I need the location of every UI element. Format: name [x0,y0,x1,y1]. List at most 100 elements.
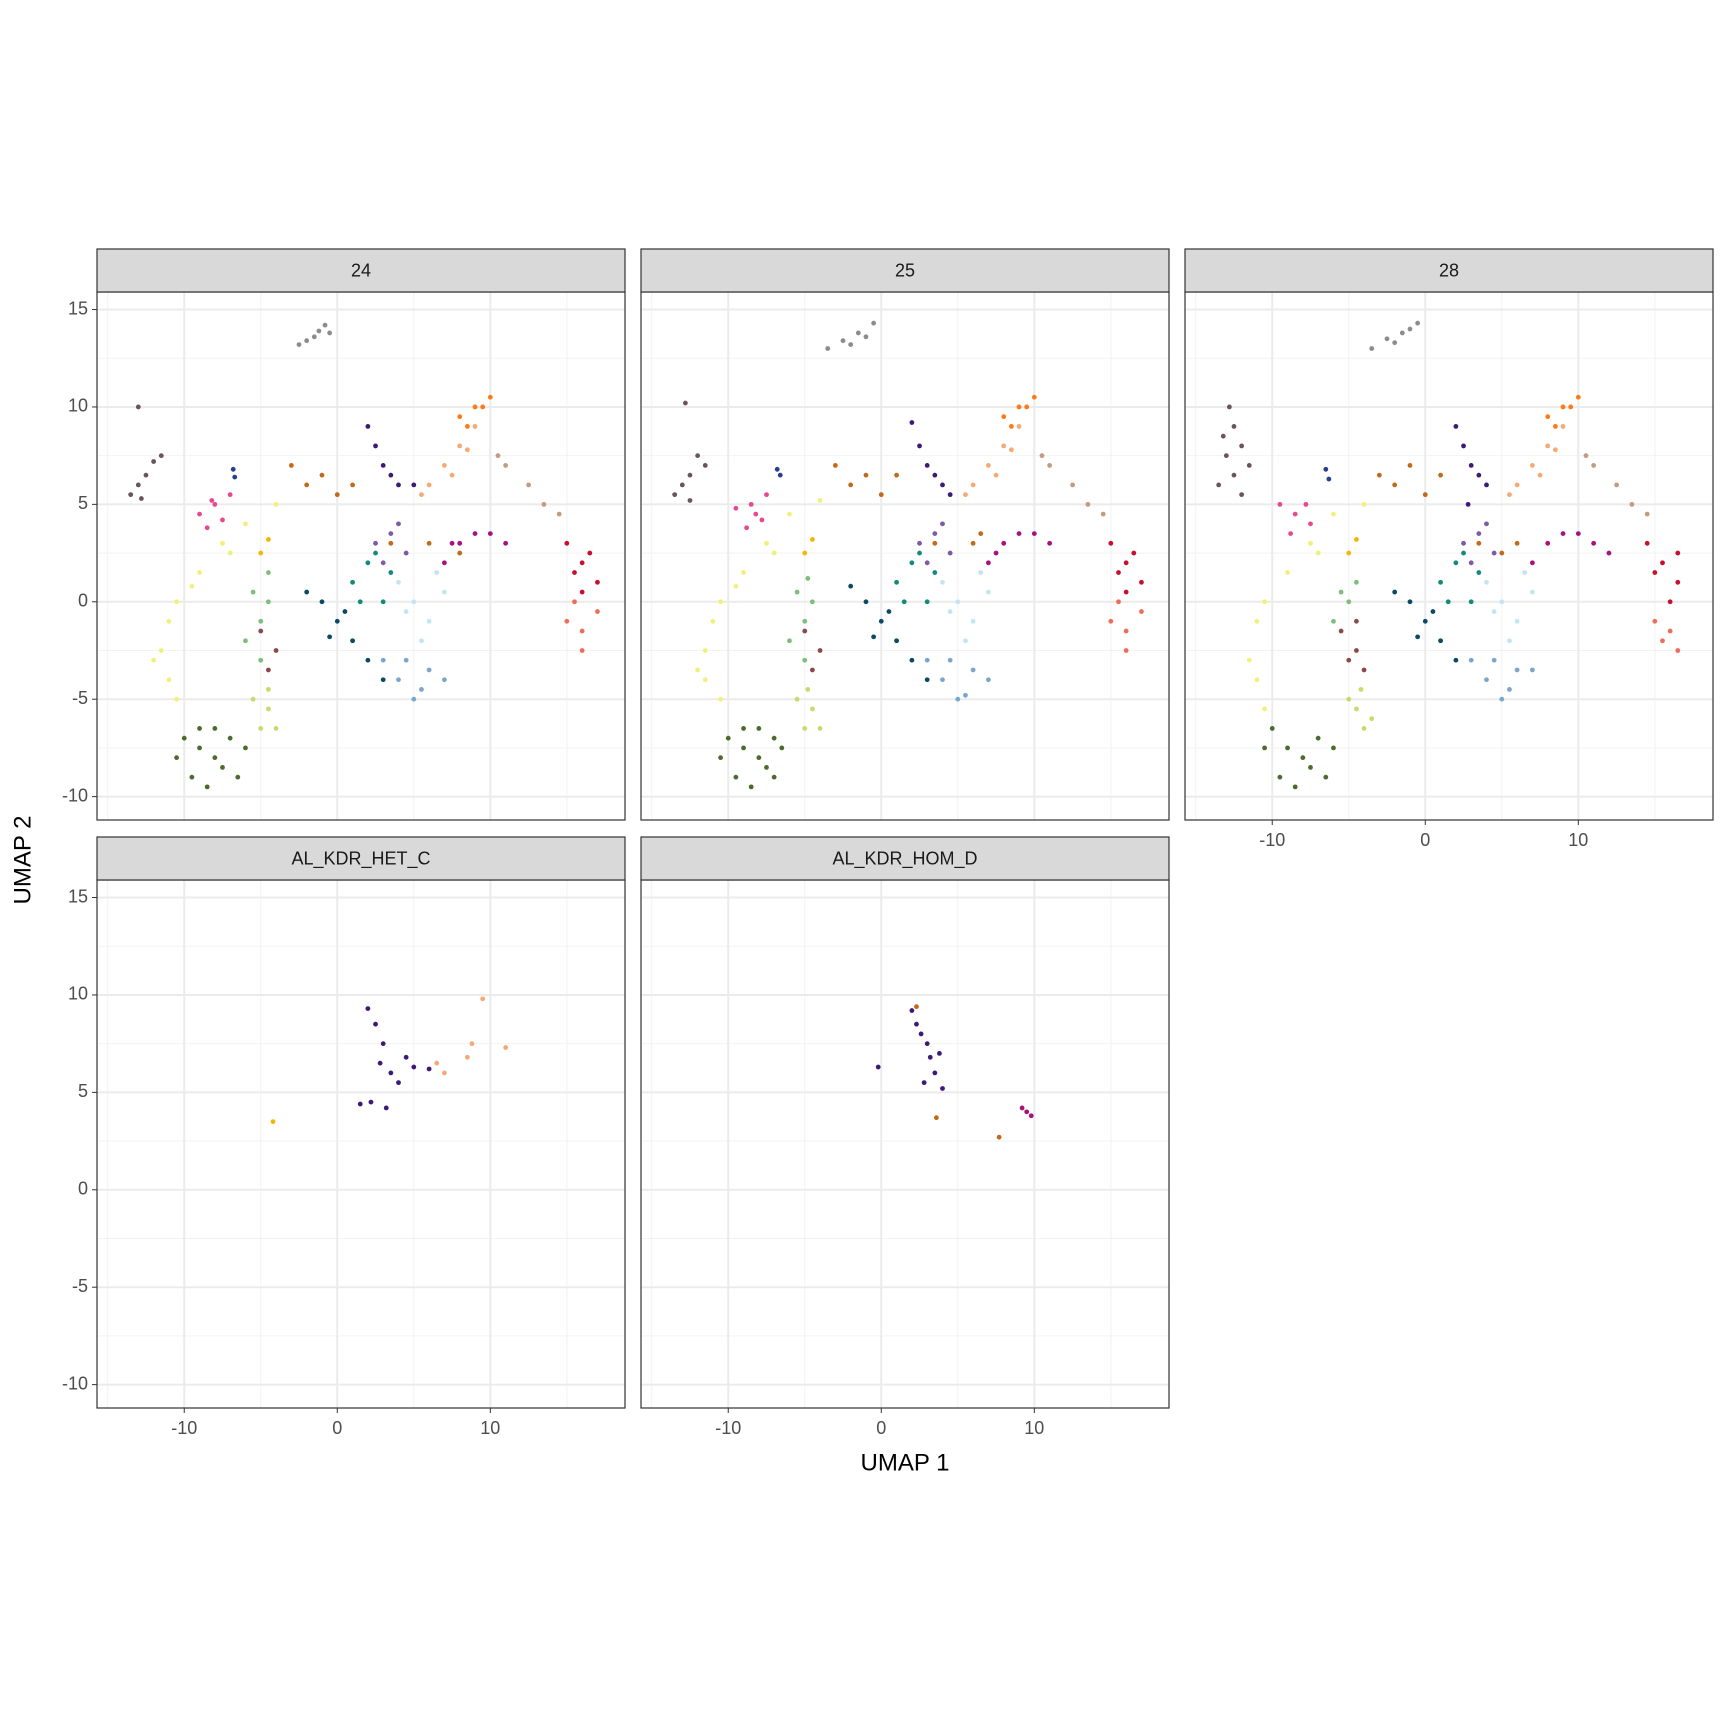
point [220,517,225,523]
point [258,628,264,634]
point [1514,540,1520,546]
point [556,511,562,517]
x-tick-label: 10 [480,1418,500,1438]
point [748,784,754,790]
point [579,589,585,595]
point [1231,424,1237,429]
point [273,648,279,653]
point [901,599,907,605]
point [151,657,157,663]
y-tick-label: 5 [78,493,88,513]
point [1530,560,1535,566]
point [932,472,938,478]
point [1392,482,1398,488]
point [258,618,264,624]
point [197,570,202,575]
point [802,628,808,634]
point [817,648,823,653]
point [1131,550,1137,556]
point [1108,618,1114,624]
point [970,540,976,546]
point [1031,531,1037,536]
point [1629,501,1635,507]
point [319,472,325,478]
point [243,521,248,527]
point [1070,482,1075,488]
point [1675,579,1681,585]
point [442,560,447,566]
x-tick-label: 0 [876,1418,886,1438]
point [311,334,317,340]
point [986,589,991,595]
point [587,550,593,556]
point [932,1070,938,1076]
point [1216,482,1222,488]
point [924,560,930,566]
point [572,599,577,605]
point [733,774,739,780]
point [1530,589,1535,595]
point [449,472,455,478]
point [759,517,765,523]
point [266,599,271,605]
point [457,414,463,420]
point [304,589,310,595]
point [449,540,455,546]
point [212,755,218,761]
y-axis-title: UMAP 2 [9,816,36,905]
strip [96,248,626,293]
point [970,482,976,488]
point [1369,346,1375,351]
point [227,735,233,741]
point [886,609,892,614]
point [396,482,401,488]
point [1123,648,1129,653]
point [230,466,236,472]
point [204,784,210,790]
point [863,334,869,340]
point [388,531,394,536]
point [1514,618,1520,624]
point [848,482,854,488]
point [396,1080,401,1086]
point [380,657,386,663]
point [1468,560,1474,566]
point [258,657,264,663]
point [986,677,991,683]
point [327,634,333,640]
point [1308,764,1313,770]
strip-label: 24 [351,260,371,280]
point [503,540,509,546]
point [135,482,141,488]
point [871,320,877,326]
point [273,501,279,507]
point [1537,472,1543,478]
point [595,609,600,614]
point [1514,667,1520,673]
point [419,638,424,644]
panel-background [641,292,1169,820]
point [1514,482,1520,488]
point [564,540,570,546]
panel-background [97,292,625,820]
point [894,579,899,585]
point [963,638,968,644]
point [802,726,808,731]
point [1667,599,1673,605]
point [1001,443,1007,449]
point [1369,716,1375,722]
y-tick-label: 0 [78,591,88,611]
point [1422,618,1428,624]
point [579,628,585,634]
point [878,492,884,498]
point [1575,394,1581,400]
point [457,443,463,449]
point [878,618,884,624]
facet-panel: -10 -5 0 5 10 15 24 [62,248,626,821]
point [963,692,968,698]
point [1465,501,1471,507]
point [243,745,248,751]
y-tick-label: 0 [78,1179,88,1199]
strip [1184,248,1714,293]
point [495,453,501,459]
